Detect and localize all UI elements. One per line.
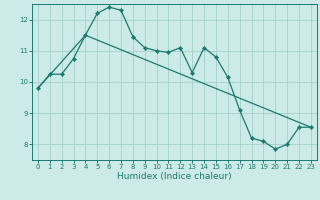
X-axis label: Humidex (Indice chaleur): Humidex (Indice chaleur) xyxy=(117,172,232,181)
